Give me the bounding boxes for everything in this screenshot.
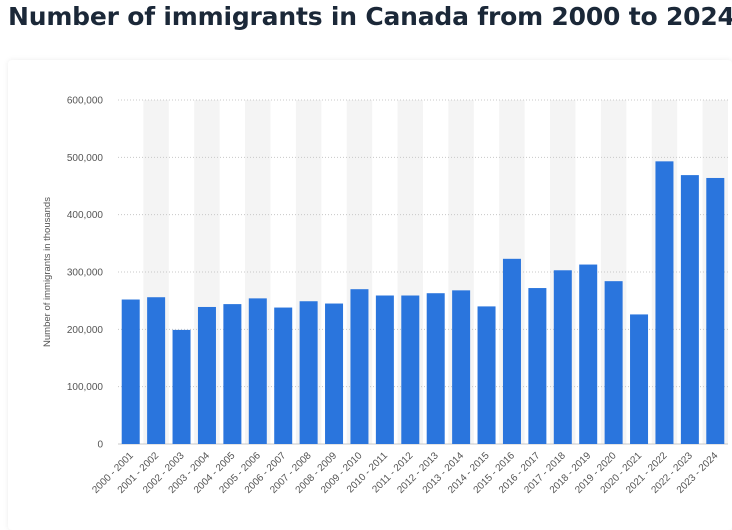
bar[interactable] xyxy=(274,307,293,444)
bar[interactable] xyxy=(350,289,369,444)
bar[interactable] xyxy=(223,304,242,444)
bar[interactable] xyxy=(325,303,344,444)
y-tick-label: 300,000 xyxy=(67,268,104,279)
bar[interactable] xyxy=(299,301,318,444)
bar[interactable] xyxy=(452,290,471,444)
bar[interactable] xyxy=(147,297,166,444)
bar[interactable] xyxy=(706,177,725,444)
page-title: Number of immigrants in Canada from 2000… xyxy=(8,2,732,31)
bars xyxy=(121,161,725,444)
y-axis-label: Number of immigrants in thousands xyxy=(42,197,53,347)
y-tick-label: 400,000 xyxy=(67,210,104,221)
bar[interactable] xyxy=(172,329,191,444)
bar[interactable] xyxy=(604,281,623,444)
bar[interactable] xyxy=(248,298,267,444)
bar[interactable] xyxy=(121,299,140,444)
bar[interactable] xyxy=(630,314,649,444)
bar[interactable] xyxy=(401,295,420,444)
bar[interactable] xyxy=(426,293,445,444)
y-tick-label: 100,000 xyxy=(67,382,104,393)
gridlines xyxy=(118,99,728,445)
bar[interactable] xyxy=(553,270,572,444)
y-tick-label: 200,000 xyxy=(67,325,104,336)
bar[interactable] xyxy=(655,161,674,444)
y-tick-label: 600,000 xyxy=(67,96,104,107)
bar[interactable] xyxy=(579,264,598,444)
bar[interactable] xyxy=(502,258,521,444)
y-tick-label: 0 xyxy=(97,440,103,451)
y-axis-ticks: 0 100,000 200,000 300,000 400,000 500,000 600,… xyxy=(67,96,104,451)
bar[interactable] xyxy=(528,288,547,444)
bar[interactable] xyxy=(197,306,216,444)
bar[interactable] xyxy=(680,175,699,444)
bar[interactable] xyxy=(477,306,496,444)
bar[interactable] xyxy=(375,295,394,444)
y-tick-label: 500,000 xyxy=(67,153,104,164)
